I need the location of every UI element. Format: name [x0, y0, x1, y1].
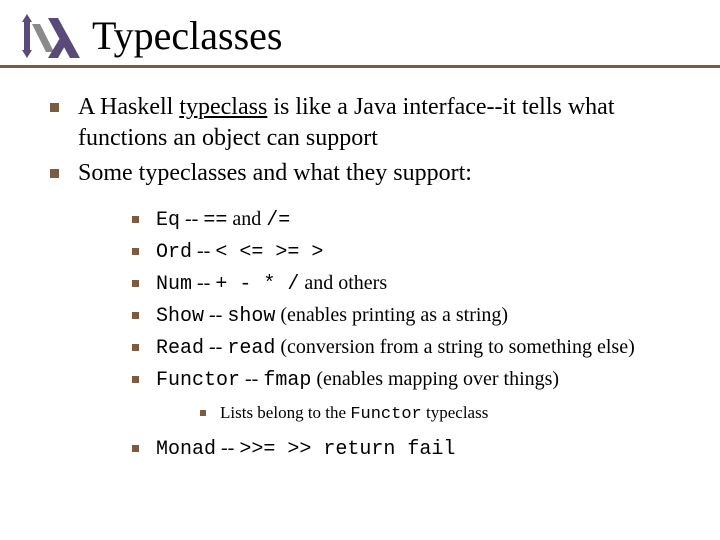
- ops: + - * /: [215, 273, 299, 296]
- sep: --: [204, 304, 227, 326]
- sep: --: [192, 272, 215, 294]
- text: Some typeclasses and what they support:: [78, 160, 472, 186]
- sep: --: [204, 336, 227, 358]
- ops: ==: [203, 209, 227, 232]
- typeclass-eq: Eq -- == and /=: [132, 204, 684, 236]
- main-bullet-list: A Haskell typeclass is like a Java inter…: [50, 92, 684, 465]
- fn: read: [227, 337, 275, 360]
- text-pre: A Haskell: [78, 94, 179, 120]
- tail: and others: [299, 272, 387, 294]
- typeclass-list: Eq -- == and /= Ord -- < <= >= > Num -- …: [132, 204, 684, 466]
- tail: (enables printing as a string): [275, 304, 508, 326]
- tail: (conversion from a string to something e…: [275, 336, 634, 358]
- tc-name: Num: [156, 273, 192, 296]
- tc-name: Eq: [156, 209, 180, 232]
- functor-note-list: Lists belong to the Functor typeclass: [200, 400, 684, 428]
- note-name: Functor: [350, 405, 421, 424]
- typeclass-monad: Monad -- >>= >> return fail: [132, 433, 684, 465]
- fn: fmap: [263, 369, 311, 392]
- typeclass-ord: Ord -- < <= >= >: [132, 236, 684, 268]
- lambda-logo-icon: [18, 14, 80, 58]
- ops: >>= >> return fail: [239, 438, 455, 461]
- fn: show: [227, 305, 275, 328]
- slide-header: Typeclasses: [0, 0, 720, 68]
- typeclass-functor: Functor -- fmap (enables mapping over th…: [132, 364, 684, 428]
- tc-name: Monad: [156, 438, 216, 461]
- ops: < <= >= >: [215, 241, 323, 264]
- tail: (enables mapping over things): [311, 368, 559, 390]
- sep: --: [192, 240, 215, 262]
- and: and: [227, 208, 266, 230]
- sep: --: [240, 368, 263, 390]
- slide-content: A Haskell typeclass is like a Java inter…: [0, 68, 720, 465]
- tc-name: Ord: [156, 241, 192, 264]
- functor-note: Lists belong to the Functor typeclass: [200, 400, 684, 428]
- tc-name: Show: [156, 305, 204, 328]
- typeclass-num: Num -- + - * / and others: [132, 268, 684, 300]
- sep: --: [216, 437, 239, 459]
- ops2: /=: [266, 209, 290, 232]
- note-pre: Lists belong to the: [220, 403, 350, 422]
- tc-name: Read: [156, 337, 204, 360]
- slide-title: Typeclasses: [92, 12, 282, 59]
- text-underlined: typeclass: [179, 94, 267, 120]
- sep: --: [180, 208, 203, 230]
- note-post: typeclass: [422, 403, 489, 422]
- bullet-definition: A Haskell typeclass is like a Java inter…: [50, 92, 684, 154]
- bullet-examples-intro: Some typeclasses and what they support: …: [50, 158, 684, 465]
- typeclass-show: Show -- show (enables printing as a stri…: [132, 300, 684, 332]
- typeclass-read: Read -- read (conversion from a string t…: [132, 332, 684, 364]
- tc-name: Functor: [156, 369, 240, 392]
